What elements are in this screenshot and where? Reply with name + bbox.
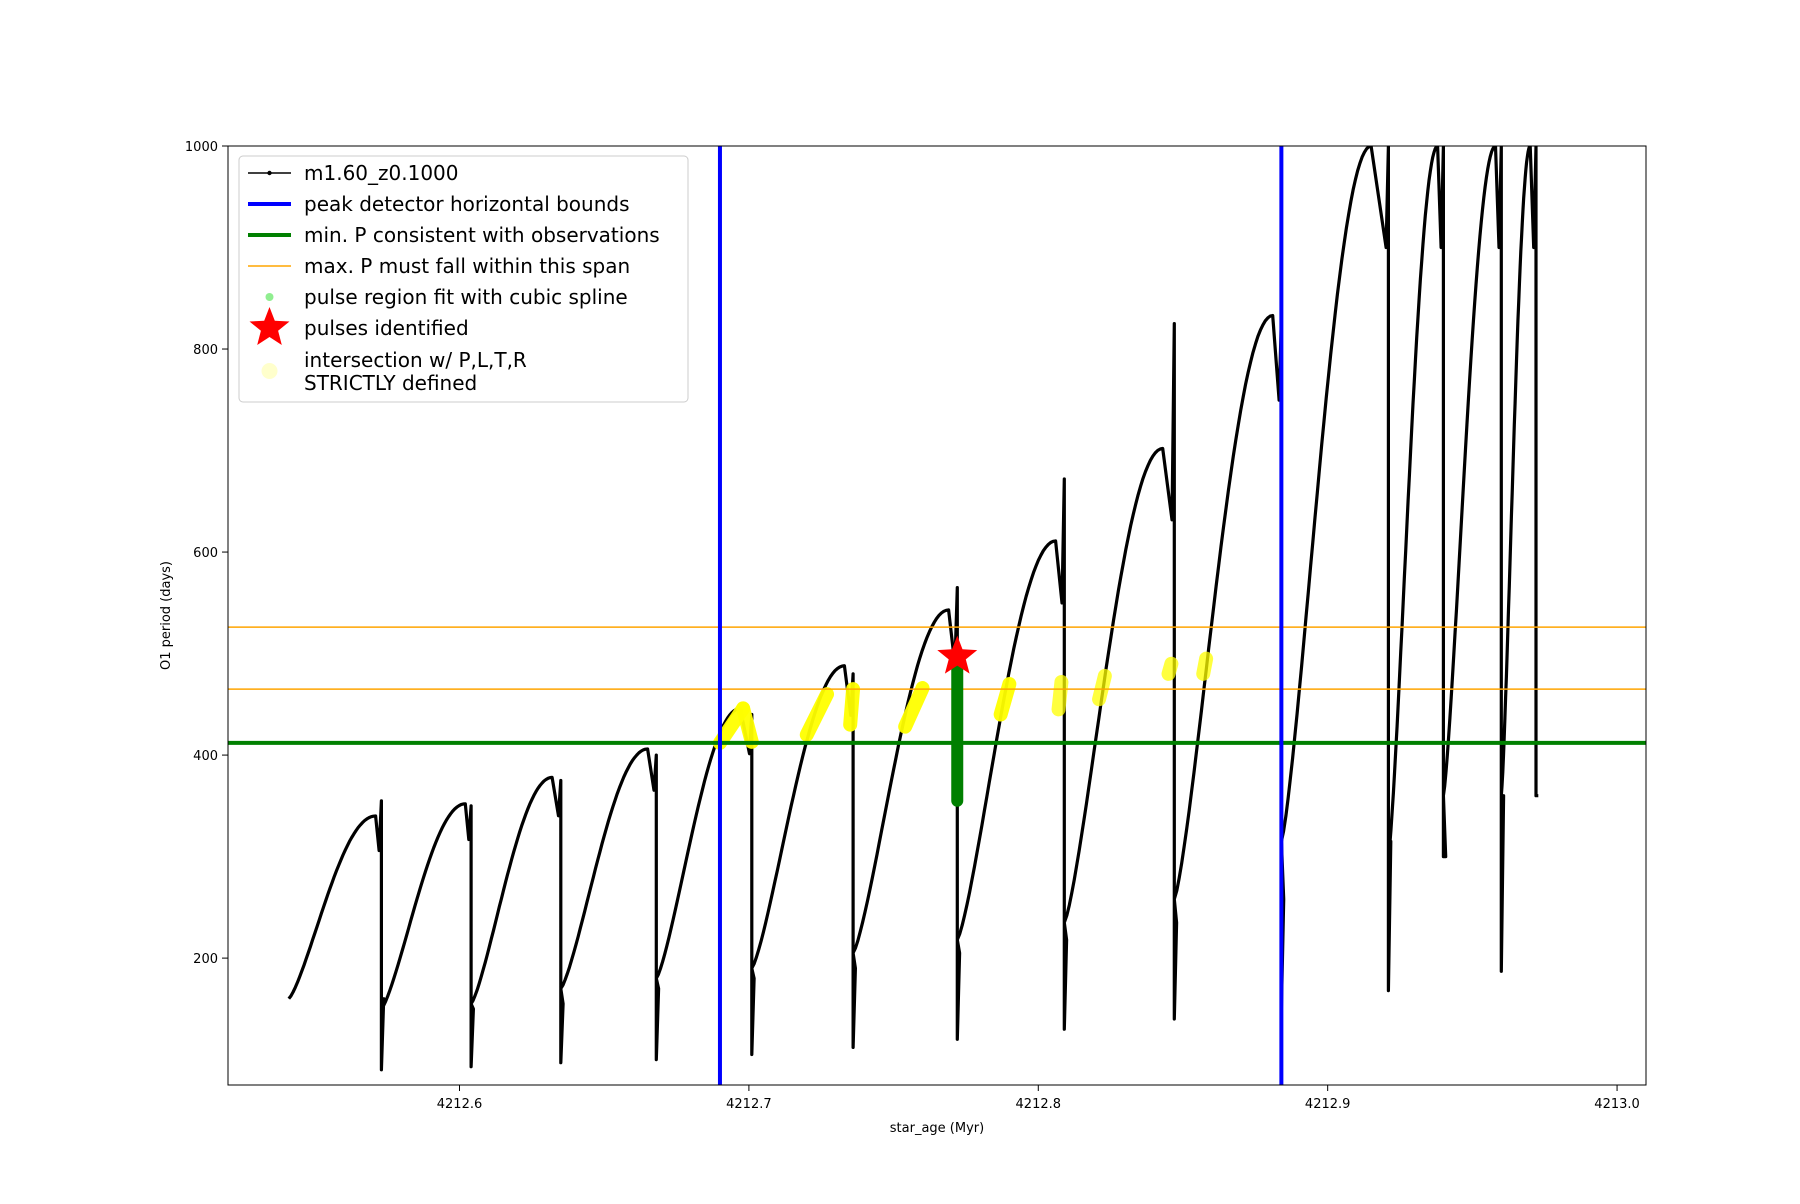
legend-handle-dot (267, 170, 272, 176)
x-tick-label: 4212.9 (1305, 1097, 1351, 1112)
intersection-segment (736, 701, 759, 749)
x-tick-label: 4212.7 (726, 1097, 772, 1112)
legend-label: pulses identified (304, 316, 469, 340)
legend-label: m1.60_z0.1000 (304, 161, 459, 185)
intersection-segment (843, 682, 861, 732)
legend-handle-star (249, 307, 290, 345)
intersection-segment (1051, 674, 1069, 717)
y-tick-label: 800 (193, 343, 218, 358)
legend-label: intersection w/ P,L,T,R (304, 348, 527, 372)
intersection-segment (1092, 668, 1112, 707)
legend-handle-dot (261, 363, 278, 379)
series-line (287, 146, 1539, 1072)
y-tick-label: 200 (193, 952, 218, 967)
x-axis-label: star_age (Myr) (890, 1121, 984, 1136)
y-tick-label: 400 (193, 749, 218, 764)
x-tick-label: 4213.0 (1594, 1097, 1640, 1112)
axis-ticks: 4212.6 4212.7 4212.8 4212.9 4213.0 200 400 600 8… (185, 140, 1640, 1112)
plot-data-layer (228, 146, 1646, 1085)
legend-label: max. P must fall within this span (304, 254, 630, 278)
intersection-segment (1196, 651, 1214, 681)
intersection-segment (898, 681, 930, 734)
intersection-segment (1161, 656, 1179, 681)
legend-label: min. P consistent with observations (304, 223, 660, 247)
y-axis-label: O1 period (days) (159, 561, 174, 670)
legend-handle-dot (265, 293, 274, 301)
legend-box (238, 155, 689, 403)
y-tick-label: 1000 (185, 140, 218, 155)
intersection-segment (799, 687, 835, 742)
legend-label: STRICTLY defined (304, 371, 477, 395)
legend-label: pulse region fit with cubic spline (304, 285, 628, 309)
legend-label: peak detector horizontal bounds (304, 192, 630, 216)
pulse-identified-marker (937, 635, 978, 674)
axes-frame (227, 145, 1647, 1086)
y-tick-label: 600 (193, 546, 218, 561)
x-tick-label: 4212.8 (1016, 1097, 1062, 1112)
x-tick-label: 4212.6 (437, 1097, 483, 1112)
